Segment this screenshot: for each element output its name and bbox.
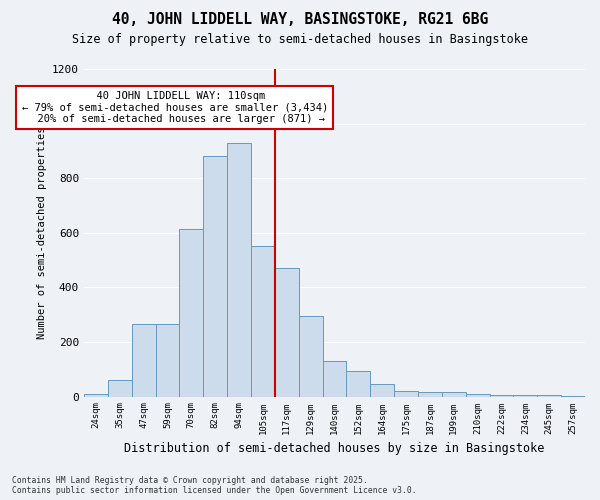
Bar: [418, 392, 442, 396]
Bar: [323, 361, 346, 396]
Bar: [251, 246, 275, 396]
Bar: [514, 395, 537, 396]
Bar: [537, 395, 561, 396]
Bar: [227, 142, 251, 396]
Bar: [275, 268, 299, 396]
Y-axis label: Number of semi-detached properties: Number of semi-detached properties: [37, 126, 47, 339]
Text: Size of property relative to semi-detached houses in Basingstoke: Size of property relative to semi-detach…: [72, 32, 528, 46]
X-axis label: Distribution of semi-detached houses by size in Basingstoke: Distribution of semi-detached houses by …: [124, 442, 545, 455]
Bar: [299, 316, 323, 396]
Bar: [108, 380, 131, 396]
Bar: [370, 384, 394, 396]
Bar: [179, 228, 203, 396]
Bar: [131, 324, 155, 396]
Bar: [203, 156, 227, 396]
Bar: [346, 370, 370, 396]
Bar: [84, 394, 108, 396]
Text: 40 JOHN LIDDELL WAY: 110sqm
← 79% of semi-detached houses are smaller (3,434)
  : 40 JOHN LIDDELL WAY: 110sqm ← 79% of sem…: [22, 91, 328, 124]
Bar: [490, 395, 514, 396]
Text: Contains HM Land Registry data © Crown copyright and database right 2025.
Contai: Contains HM Land Registry data © Crown c…: [12, 476, 416, 495]
Text: 40, JOHN LIDDELL WAY, BASINGSTOKE, RG21 6BG: 40, JOHN LIDDELL WAY, BASINGSTOKE, RG21 …: [112, 12, 488, 28]
Bar: [442, 392, 466, 396]
Bar: [466, 394, 490, 396]
Bar: [394, 391, 418, 396]
Bar: [155, 324, 179, 396]
